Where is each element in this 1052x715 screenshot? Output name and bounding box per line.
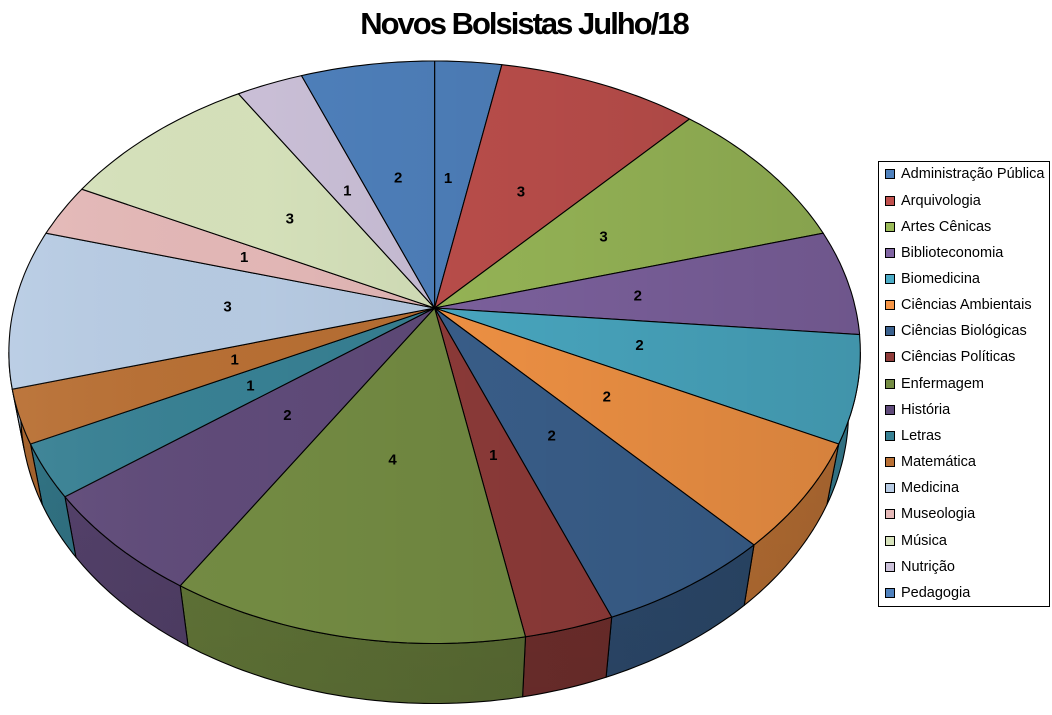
svg-text:2: 2 — [635, 337, 643, 354]
svg-text:1: 1 — [343, 182, 351, 199]
svg-text:2: 2 — [603, 389, 611, 406]
svg-text:2: 2 — [283, 407, 291, 424]
svg-text:1: 1 — [240, 249, 248, 266]
svg-text:3: 3 — [223, 298, 231, 315]
svg-text:2: 2 — [394, 170, 402, 187]
svg-text:1: 1 — [444, 170, 452, 187]
svg-text:1: 1 — [489, 447, 497, 464]
svg-text:3: 3 — [517, 183, 525, 200]
svg-text:3: 3 — [286, 211, 294, 228]
svg-text:4: 4 — [388, 452, 397, 469]
svg-text:1: 1 — [231, 352, 239, 369]
svg-text:3: 3 — [599, 229, 607, 246]
svg-text:2: 2 — [548, 428, 556, 445]
svg-text:2: 2 — [634, 288, 642, 305]
svg-text:1: 1 — [246, 377, 254, 394]
